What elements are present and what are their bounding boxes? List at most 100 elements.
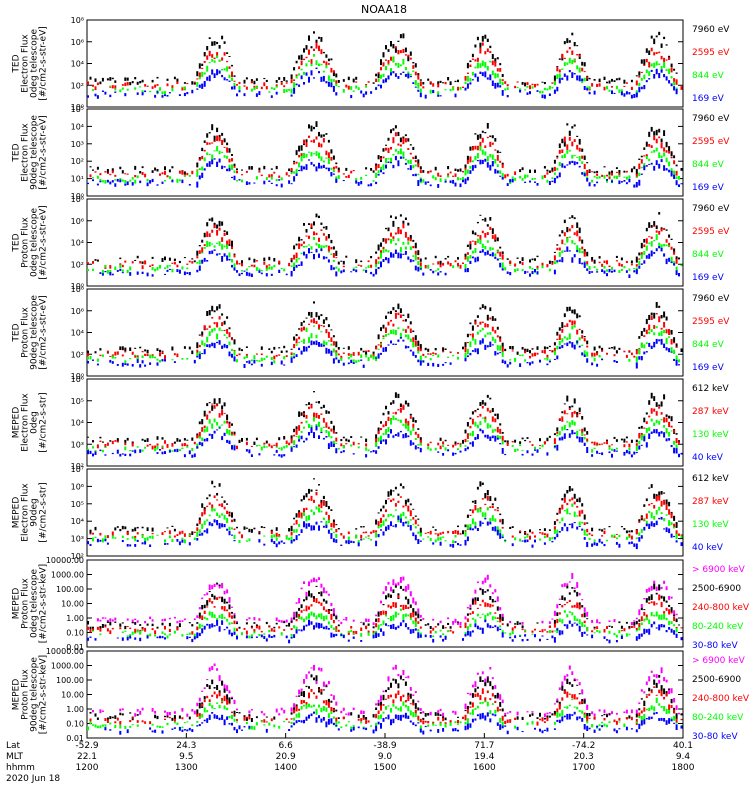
data-point bbox=[380, 169, 382, 173]
data-point bbox=[375, 181, 378, 185]
data-point bbox=[556, 66, 559, 68]
data-point bbox=[673, 624, 676, 627]
data-point bbox=[213, 508, 216, 512]
data-point bbox=[139, 637, 142, 642]
data-point bbox=[216, 229, 219, 236]
data-point bbox=[596, 352, 599, 356]
data-point bbox=[139, 364, 142, 368]
data-point bbox=[206, 328, 209, 330]
data-point bbox=[350, 354, 353, 358]
data-point bbox=[466, 524, 469, 530]
data-point bbox=[620, 89, 623, 92]
data-point bbox=[407, 425, 410, 432]
data-point bbox=[330, 632, 333, 638]
data-point bbox=[576, 414, 579, 417]
data-point bbox=[519, 622, 522, 625]
data-point bbox=[561, 584, 564, 588]
data-point bbox=[176, 178, 179, 183]
data-point bbox=[327, 340, 330, 342]
data-point bbox=[325, 609, 328, 612]
data-point bbox=[350, 95, 353, 99]
data-point bbox=[665, 157, 668, 163]
data-point bbox=[670, 261, 673, 264]
data-point bbox=[206, 592, 209, 596]
y-axis-label-line: [#/cm2-s-str-eV] bbox=[39, 115, 49, 190]
data-point bbox=[481, 627, 484, 634]
data-point bbox=[327, 431, 330, 437]
data-point bbox=[491, 435, 494, 439]
data-point bbox=[496, 237, 499, 242]
data-point bbox=[613, 92, 616, 94]
data-point bbox=[613, 534, 616, 537]
data-point bbox=[558, 327, 561, 331]
data-point bbox=[653, 225, 656, 227]
data-point bbox=[578, 436, 581, 443]
data-point bbox=[414, 526, 417, 529]
data-point bbox=[377, 72, 380, 79]
data-point bbox=[278, 269, 281, 273]
data-point bbox=[402, 319, 405, 322]
data-point bbox=[404, 162, 407, 165]
data-point bbox=[223, 245, 226, 248]
data-point bbox=[658, 305, 661, 308]
data-point bbox=[412, 259, 415, 262]
data-point bbox=[620, 257, 623, 261]
data-point bbox=[270, 168, 273, 170]
data-point bbox=[176, 448, 179, 453]
data-point bbox=[243, 628, 246, 630]
data-point bbox=[494, 168, 497, 174]
data-point bbox=[129, 347, 132, 351]
data-point bbox=[640, 434, 643, 441]
data-point bbox=[581, 161, 584, 164]
data-point bbox=[330, 436, 333, 439]
data-point bbox=[635, 173, 638, 178]
data-point bbox=[454, 93, 457, 98]
data-point bbox=[275, 527, 278, 531]
data-point bbox=[111, 361, 114, 364]
data-point bbox=[583, 77, 586, 82]
data-point bbox=[337, 261, 340, 265]
data-point bbox=[402, 241, 405, 245]
data-point bbox=[466, 342, 469, 344]
data-point bbox=[136, 175, 139, 179]
data-point bbox=[474, 589, 477, 594]
data-point bbox=[615, 361, 618, 363]
data-point bbox=[432, 175, 435, 179]
data-point bbox=[208, 590, 211, 593]
data-point bbox=[501, 254, 504, 260]
data-point bbox=[221, 424, 224, 426]
data-point bbox=[101, 441, 104, 443]
data-point bbox=[484, 512, 487, 518]
data-point bbox=[310, 621, 313, 625]
data-point bbox=[382, 164, 385, 171]
data-point bbox=[412, 608, 415, 614]
data-point bbox=[501, 79, 504, 82]
data-point bbox=[556, 444, 559, 451]
data-point bbox=[466, 440, 469, 442]
data-point bbox=[104, 617, 107, 619]
data-point bbox=[293, 356, 296, 359]
data-point bbox=[665, 527, 668, 533]
data-point bbox=[231, 64, 233, 67]
data-point bbox=[226, 510, 229, 514]
data-point bbox=[288, 528, 291, 532]
data-point bbox=[635, 362, 638, 369]
data-point bbox=[161, 622, 164, 626]
data-point bbox=[586, 358, 589, 363]
data-point bbox=[620, 630, 623, 632]
data-point bbox=[377, 344, 380, 346]
data-point bbox=[471, 53, 474, 58]
series-2-marks bbox=[96, 403, 680, 450]
data-point bbox=[298, 425, 301, 431]
data-point bbox=[99, 81, 102, 85]
data-point bbox=[94, 536, 97, 539]
data-point bbox=[111, 355, 114, 359]
data-point bbox=[99, 179, 102, 182]
data-point bbox=[151, 256, 154, 259]
data-point bbox=[176, 438, 179, 442]
data-point bbox=[404, 334, 407, 338]
data-point bbox=[586, 345, 589, 348]
data-point bbox=[223, 253, 226, 257]
data-point bbox=[390, 594, 392, 598]
data-point bbox=[211, 601, 214, 604]
